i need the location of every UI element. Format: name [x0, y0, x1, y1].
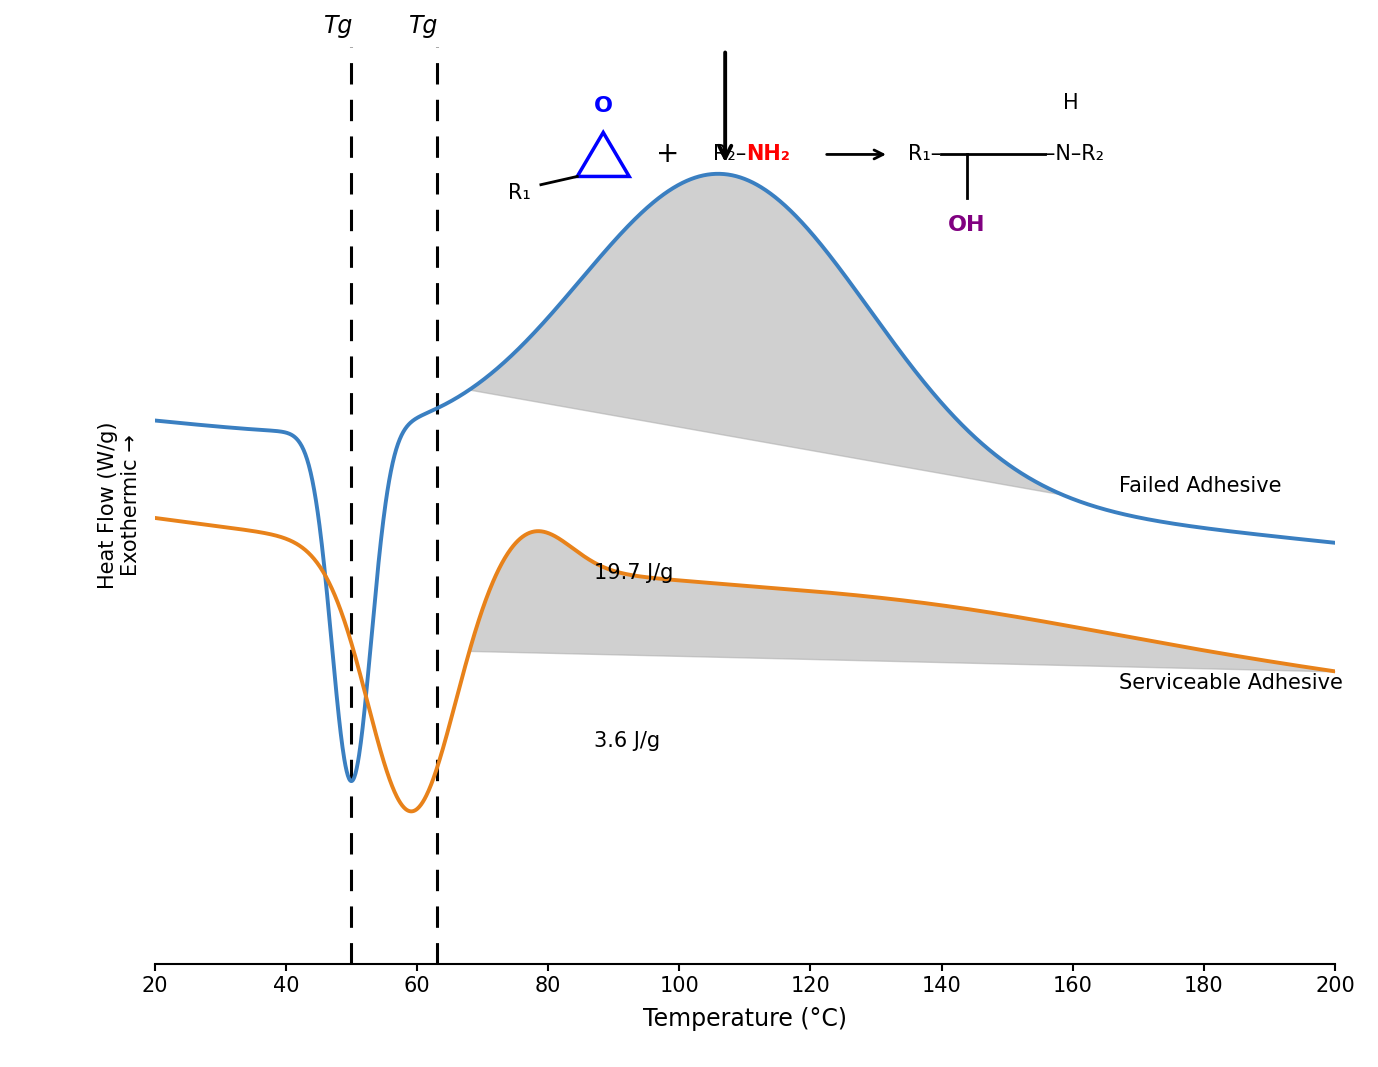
Text: +: + [656, 141, 679, 169]
Text: –N–R₂: –N–R₂ [1045, 144, 1104, 164]
Text: 3.6 J/g: 3.6 J/g [594, 731, 660, 751]
Text: Failed Adhesive: Failed Adhesive [1119, 476, 1282, 496]
Text: R₁: R₁ [507, 182, 531, 203]
Y-axis label: Heat Flow (W/g)
Exothermic →: Heat Flow (W/g) Exothermic → [98, 421, 141, 589]
Text: O: O [594, 96, 613, 116]
Text: 19.7 J/g: 19.7 J/g [594, 563, 674, 584]
Text: R₁–: R₁– [908, 144, 941, 164]
Text: Tg: Tg [409, 14, 438, 38]
Text: OH: OH [948, 214, 985, 235]
Text: R₂–: R₂– [712, 144, 745, 164]
X-axis label: Temperature (°C): Temperature (°C) [644, 1006, 847, 1031]
Text: H: H [1062, 93, 1079, 113]
Text: NH₂: NH₂ [745, 144, 790, 164]
Text: Serviceable Adhesive: Serviceable Adhesive [1119, 673, 1342, 694]
Text: Tg: Tg [324, 14, 353, 38]
